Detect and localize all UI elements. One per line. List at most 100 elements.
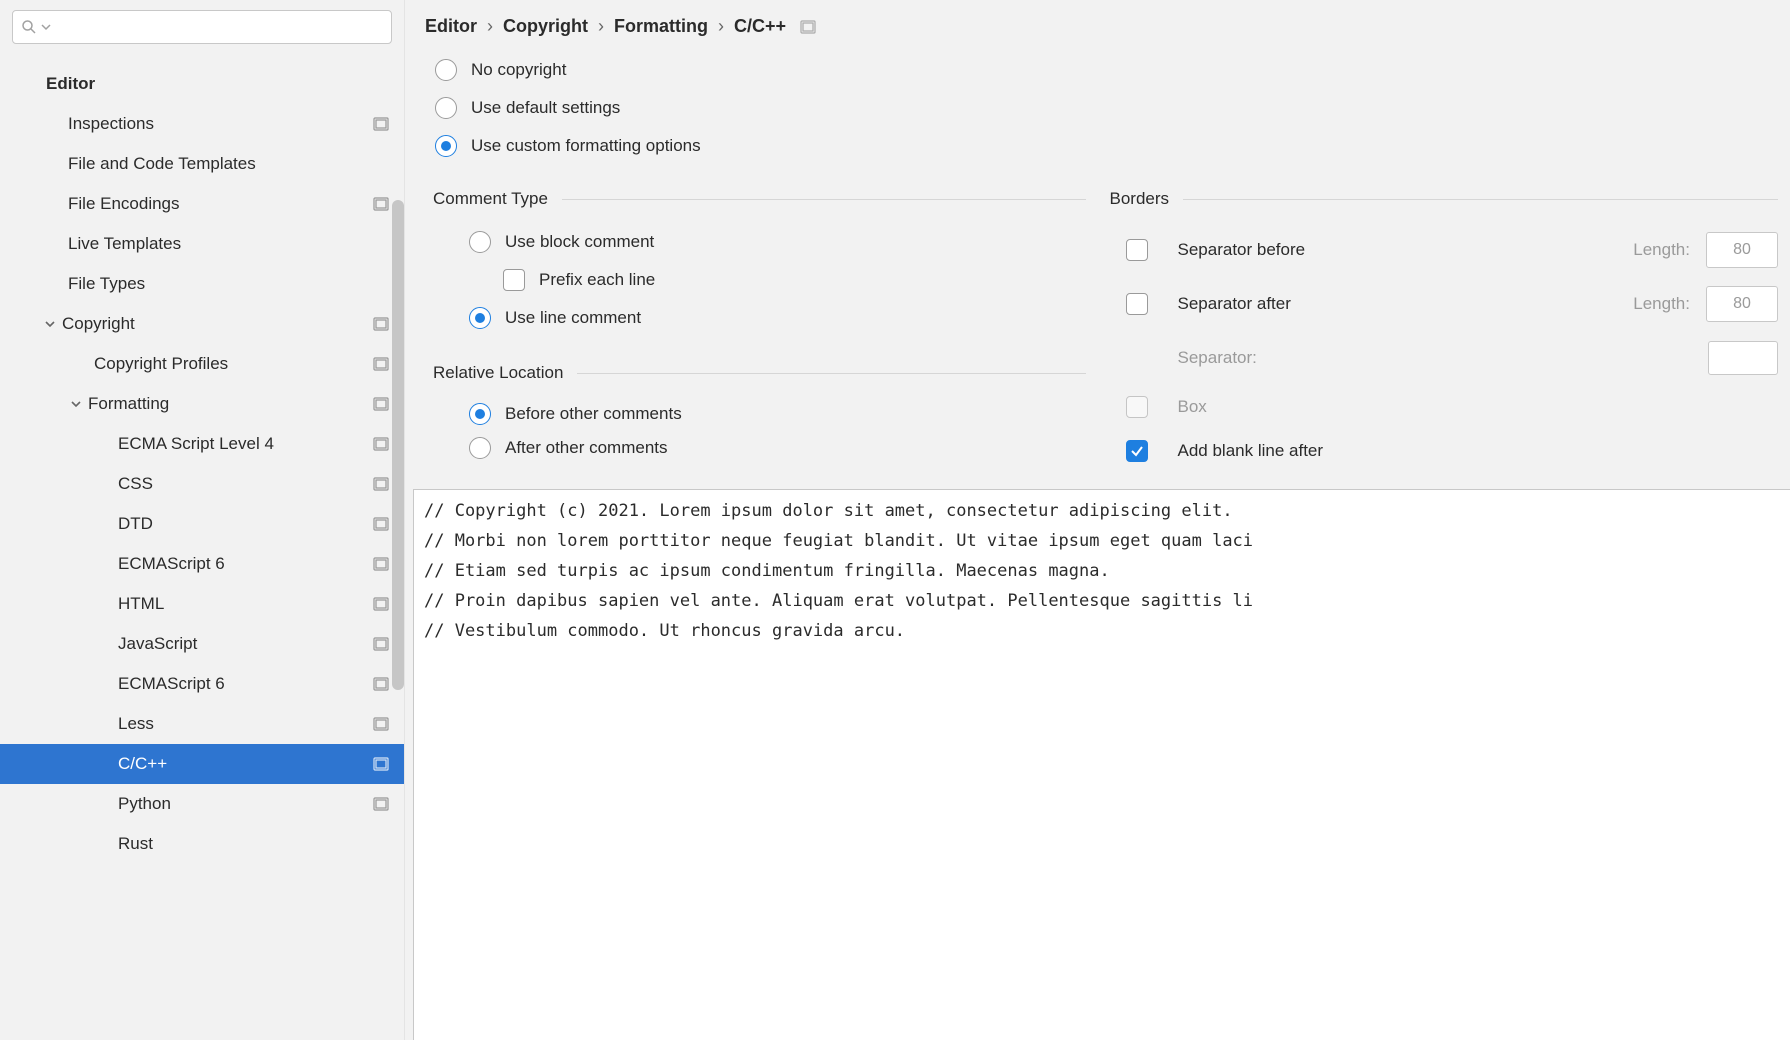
scope-icon <box>372 477 390 491</box>
breadcrumb-separator: › <box>718 16 724 37</box>
tree-item[interactable]: ECMAScript 6 <box>0 544 404 584</box>
scope-icon <box>372 357 390 371</box>
tree-item[interactable]: Live Templates <box>0 224 404 264</box>
radio-after-comments[interactable] <box>469 437 491 459</box>
tree-item[interactable]: CSS <box>0 464 404 504</box>
tree-item[interactable]: File Encodings <box>0 184 404 224</box>
checkbox-prefix-each-line[interactable] <box>503 269 525 291</box>
radio-mode[interactable] <box>435 59 457 81</box>
separator-label: Separator: <box>1178 348 1693 368</box>
scope-icon <box>372 517 390 531</box>
tree-item[interactable]: ECMA Script Level 4 <box>0 424 404 464</box>
scope-icon <box>800 20 816 34</box>
tree-item[interactable]: ECMAScript 6 <box>0 664 404 704</box>
tree-item-label: Copyright Profiles <box>94 354 372 374</box>
breadcrumb-item[interactable]: Editor <box>425 16 477 37</box>
tree-item-label: Python <box>118 794 372 814</box>
radio-label: Use line comment <box>505 308 641 328</box>
sidebar: Editor Inspections File and Code Template… <box>0 0 405 1040</box>
chevron-down-icon <box>70 398 82 410</box>
tree-item[interactable]: Inspections <box>0 104 404 144</box>
breadcrumb-item[interactable]: C/C++ <box>734 16 786 37</box>
search-field[interactable] <box>55 19 383 35</box>
tree-item-label: Inspections <box>68 114 372 134</box>
scope-icon <box>372 597 390 611</box>
breadcrumb-item[interactable]: Copyright <box>503 16 588 37</box>
tree-item[interactable]: Formatting <box>0 384 404 424</box>
checkbox-blank-line-after[interactable] <box>1126 440 1148 462</box>
tree-item[interactable]: File and Code Templates <box>0 144 404 184</box>
tree-item-label: ECMAScript 6 <box>118 554 372 574</box>
tree-item[interactable]: Copyright <box>0 304 404 344</box>
checkbox-separator-before[interactable] <box>1126 239 1148 261</box>
checkbox-label: Separator after <box>1178 294 1618 314</box>
checkbox-separator-after[interactable] <box>1126 293 1148 315</box>
scope-icon <box>372 757 390 771</box>
breadcrumb-item[interactable]: Formatting <box>614 16 708 37</box>
preview-pane: // Copyright (c) 2021. Lorem ipsum dolor… <box>413 489 1790 1040</box>
tree-item[interactable]: HTML <box>0 584 404 624</box>
length-after-input[interactable] <box>1706 286 1778 322</box>
tree-item-label: Live Templates <box>68 234 390 254</box>
tree-item[interactable]: Rust <box>0 824 404 864</box>
main-panel: Editor › Copyright › Formatting › C/C++ … <box>405 0 1790 1040</box>
length-label: Length: <box>1633 294 1690 314</box>
comment-type-title: Comment Type <box>433 189 548 209</box>
tree-item-label: HTML <box>118 594 372 614</box>
tree-item[interactable]: JavaScript <box>0 624 404 664</box>
breadcrumb: Editor › Copyright › Formatting › C/C++ <box>405 0 1790 47</box>
radio-block-comment[interactable] <box>469 231 491 253</box>
tree-item-label: CSS <box>118 474 372 494</box>
scope-icon <box>372 317 390 331</box>
radio-label: Before other comments <box>505 404 682 424</box>
breadcrumb-separator: › <box>598 16 604 37</box>
settings-tree: Editor Inspections File and Code Template… <box>0 52 404 1040</box>
scope-icon <box>372 637 390 651</box>
radio-mode[interactable] <box>435 97 457 119</box>
radio-line-comment[interactable] <box>469 307 491 329</box>
length-before-input[interactable] <box>1706 232 1778 268</box>
tree-item-label: Formatting <box>88 394 372 414</box>
relative-location-title: Relative Location <box>433 363 563 383</box>
tree-item-label: C/C++ <box>118 754 372 774</box>
tree-item[interactable]: File Types <box>0 264 404 304</box>
tree-item-label: Less <box>118 714 372 734</box>
radio-mode[interactable] <box>435 135 457 157</box>
checkbox-label: Box <box>1178 397 1779 417</box>
tree-item-label: ECMAScript 6 <box>118 674 372 694</box>
scope-icon <box>372 437 390 451</box>
radio-before-comments[interactable] <box>469 403 491 425</box>
search-icon <box>21 19 37 35</box>
breadcrumb-separator: › <box>487 16 493 37</box>
tree-item[interactable]: Python <box>0 784 404 824</box>
scope-icon <box>372 197 390 211</box>
chevron-down-icon[interactable] <box>41 22 51 32</box>
tree-item-label: Rust <box>118 834 390 854</box>
tree-item-label: JavaScript <box>118 634 372 654</box>
search-input[interactable] <box>12 10 392 44</box>
tree-item-label: Copyright <box>62 314 372 334</box>
scope-icon <box>372 397 390 411</box>
checkbox-box[interactable] <box>1126 396 1148 418</box>
chevron-down-icon <box>44 318 56 330</box>
tree-item[interactable]: DTD <box>0 504 404 544</box>
tree-item-label: File and Code Templates <box>68 154 390 174</box>
tree-item[interactable]: Less <box>0 704 404 744</box>
borders-title: Borders <box>1110 189 1170 209</box>
scrollbar-thumb[interactable] <box>392 200 404 690</box>
length-label: Length: <box>1633 240 1690 260</box>
tree-item-label: File Encodings <box>68 194 372 214</box>
checkbox-label: Prefix each line <box>539 270 655 290</box>
tree-item[interactable]: C/C++ <box>0 744 404 784</box>
scope-icon <box>372 117 390 131</box>
radio-label: Use custom formatting options <box>471 136 701 156</box>
divider <box>1183 199 1778 200</box>
checkbox-label: Add blank line after <box>1178 441 1779 461</box>
divider <box>577 373 1085 374</box>
tree-section-header[interactable]: Editor <box>0 64 404 104</box>
tree-item[interactable]: Copyright Profiles <box>0 344 404 384</box>
radio-label: No copyright <box>471 60 566 80</box>
tree-item-label: DTD <box>118 514 372 534</box>
divider <box>562 199 1086 200</box>
separator-char-input[interactable] <box>1708 341 1778 375</box>
